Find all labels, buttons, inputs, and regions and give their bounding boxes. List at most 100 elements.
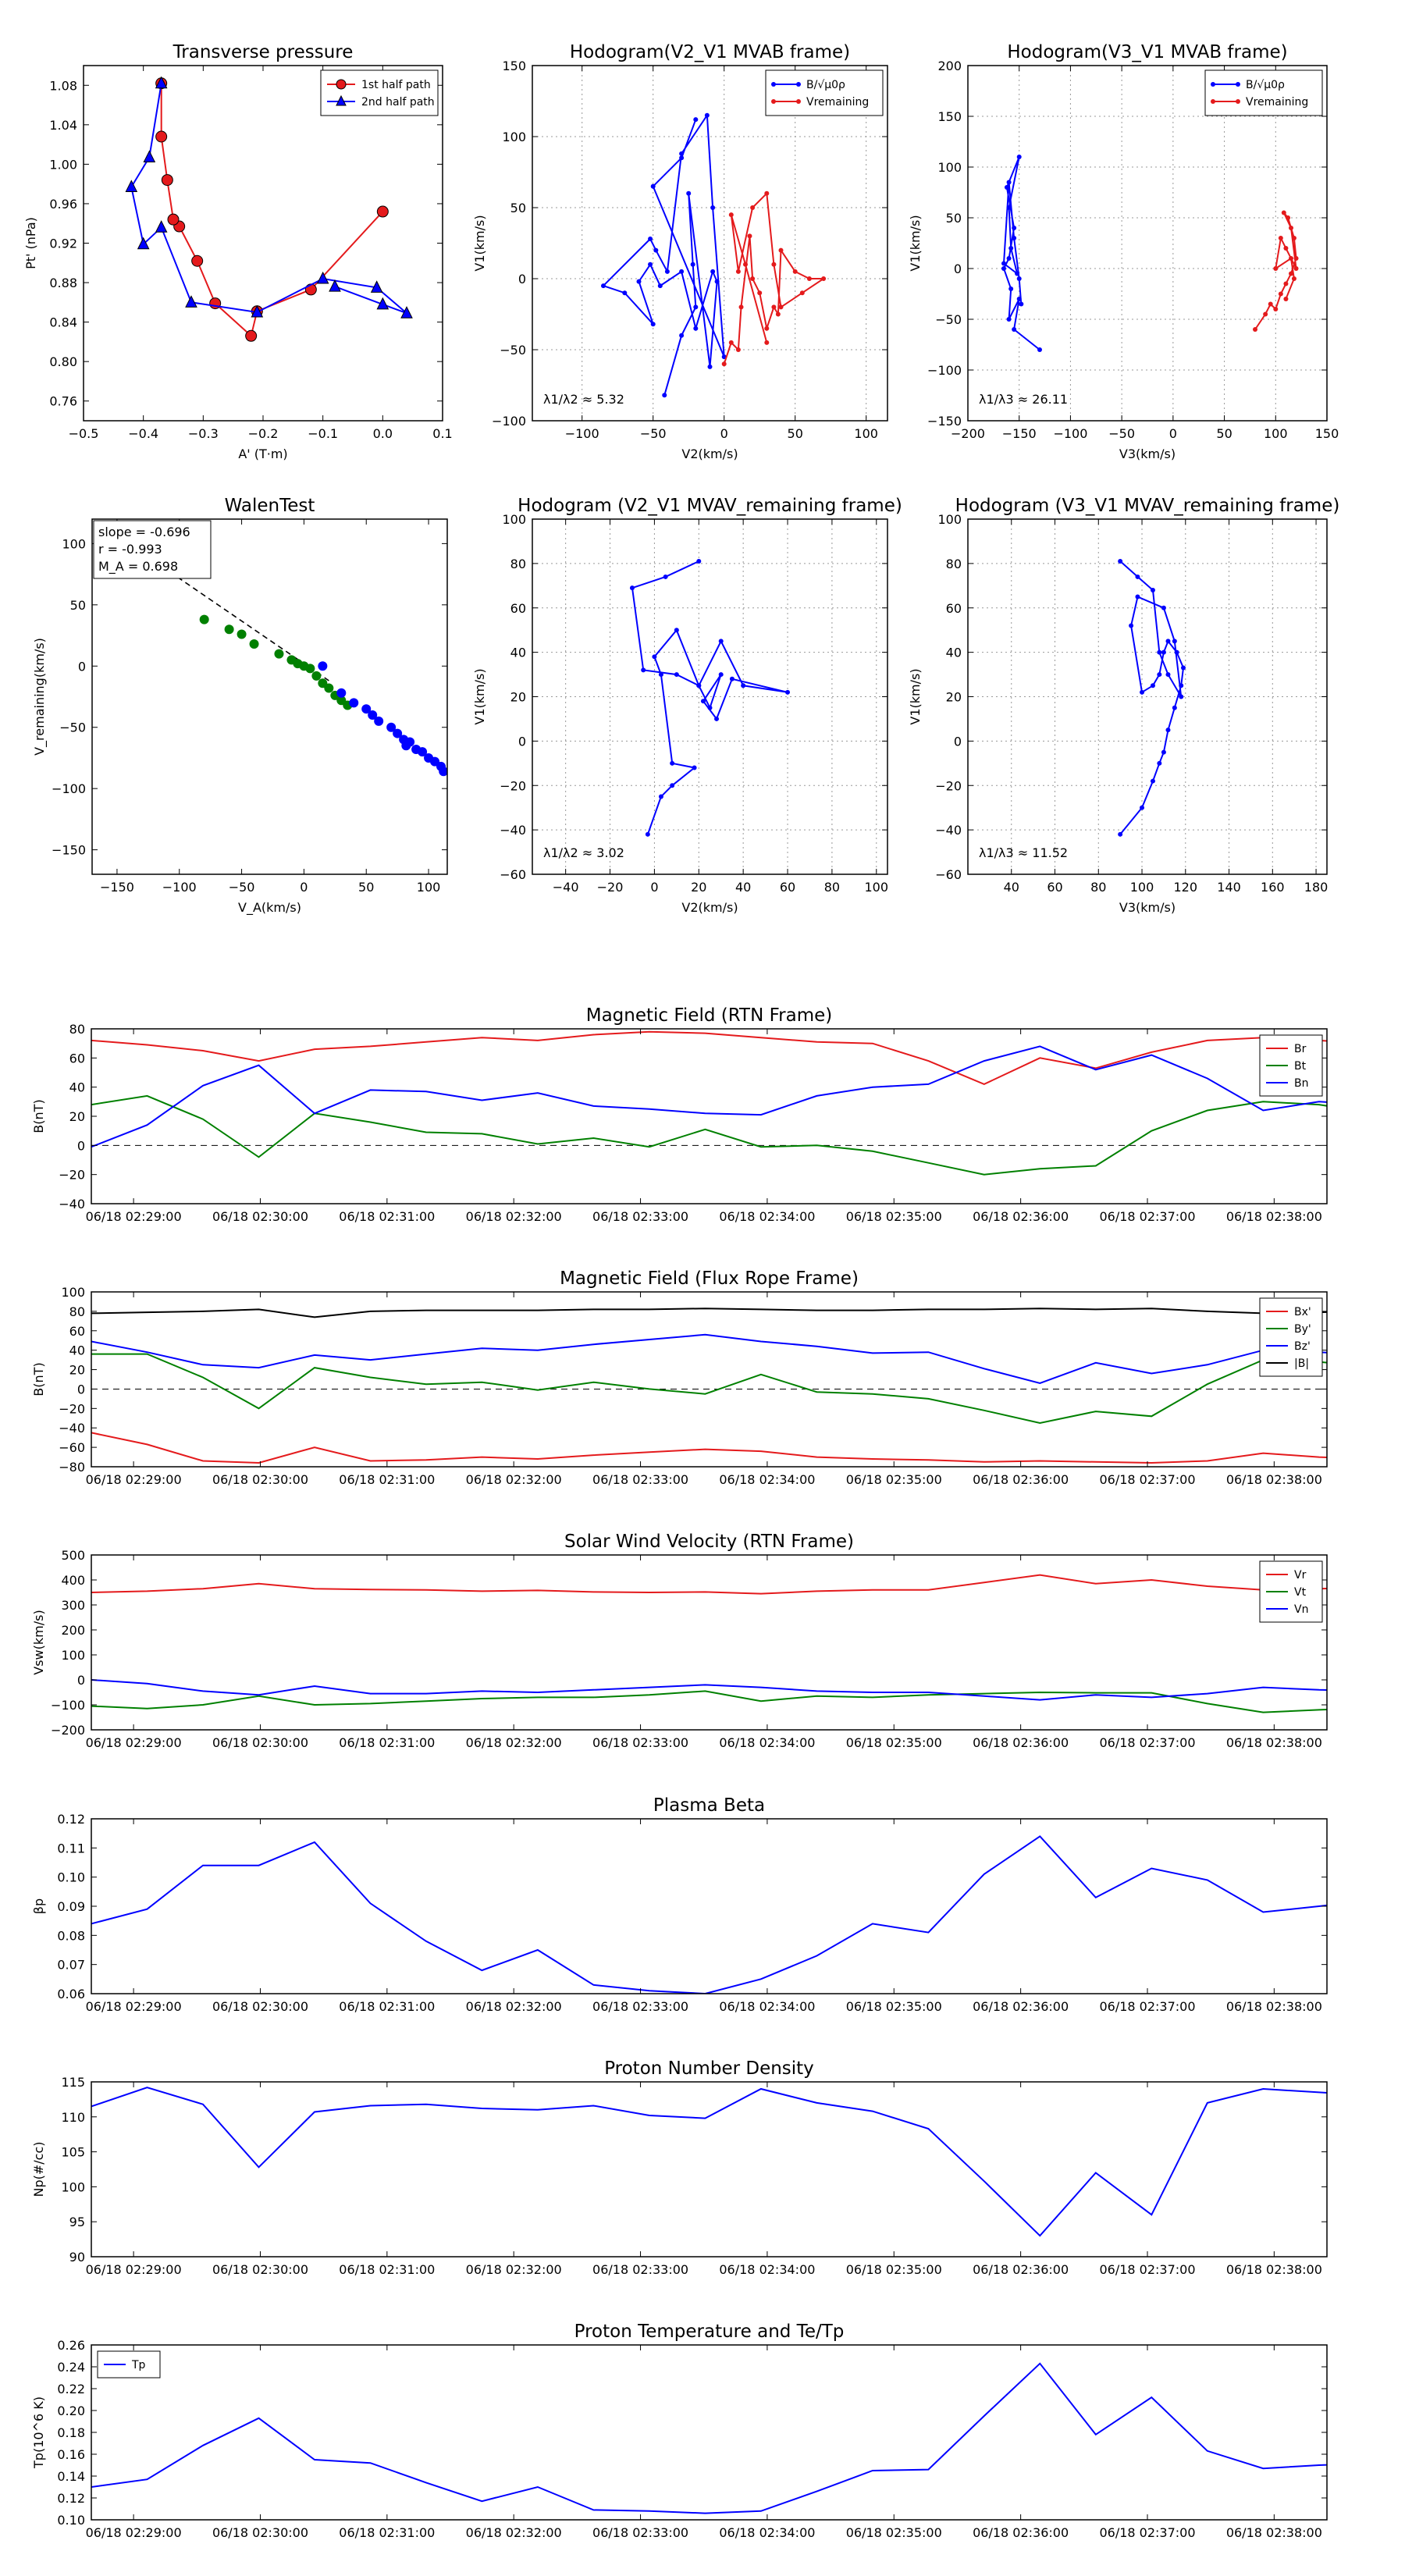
legend: Bx' By' Bz' |B| [1259,1297,1323,1377]
x-tick-label: −0.3 [188,426,219,441]
data-point [274,649,284,659]
data-point [710,269,716,274]
data-point [361,704,372,714]
data-point [1161,649,1166,655]
series-b [629,559,791,837]
y-tick-label: 0.14 [57,2469,85,2484]
x-tick-label: 06/18 02:36:00 [973,1999,1069,2014]
x-tick-label: 06/18 02:32:00 [466,2525,562,2540]
x-tick-label: −50 [1108,426,1135,441]
x-tick-label: 06/18 02:37:00 [1099,1735,1195,1750]
y-tick-label: 90 [69,2250,85,2265]
y-tick-label: 20 [69,1109,85,1124]
data-point [622,290,628,296]
x-tick-label: 120 [1174,880,1198,895]
eigenvalue-ratio: λ1/λ3 ≈ 11.52 [979,845,1068,860]
y-tick-label: 0.22 [57,2382,85,2396]
y-tick-label: 1.08 [49,78,77,93]
data-point [1253,327,1257,332]
data-point [771,262,777,267]
x-tick-label: 06/18 02:29:00 [86,1472,182,1487]
data-point [662,393,667,398]
y-tick-label: 0.08 [57,1928,85,1943]
data-point [1179,694,1184,699]
y-tick-label: 200 [61,1623,85,1638]
x-tick-label: 06/18 02:38:00 [1226,1209,1322,1224]
data-point [658,672,663,678]
y-tick-label: 60 [510,601,526,616]
chart-title: Hodogram (V2_V1 MVAV_remaining frame) [518,496,902,516]
chart-title: Plasma Beta [653,1795,765,1816]
y-tick-label: −20 [59,1401,85,1416]
data-point [349,698,359,708]
data-point [648,237,653,242]
eigenvalue-ratio: λ1/λ3 ≈ 26.11 [979,392,1068,407]
data-point [386,722,397,732]
series-bx--line [91,1432,1327,1464]
x-axis-label: A' (T·m) [238,447,287,461]
x-tick-label: 180 [1304,880,1329,895]
data-point [251,304,264,318]
data-point [1019,301,1024,307]
y-axis-label: Np(#/cc) [31,2142,46,2197]
plot-area [629,559,791,837]
data-point [629,585,635,591]
data-point [1006,317,1012,322]
data-point [663,574,668,579]
legend-label: Vr [1294,1569,1307,1582]
data-point [1140,689,1145,695]
y-tick-label: 40 [69,1080,85,1095]
y-tick-label: 0 [954,734,962,749]
x-tick-label: −150 [1002,426,1037,441]
data-point [1016,155,1022,159]
x-tick-label: 100 [1130,880,1154,895]
data-point [125,180,138,192]
data-point [778,247,784,253]
chart-title: Transverse pressure [173,42,354,62]
x-tick-label: 06/18 02:33:00 [592,1209,688,1224]
y-tick-label: 100 [937,512,962,527]
y-tick-label: 0.12 [57,1812,85,1827]
x-tick-label: 06/18 02:37:00 [1099,1472,1195,1487]
y-tick-label: 400 [61,1573,85,1588]
y-tick-label: −40 [59,1197,85,1212]
chart-title: Solar Wind Velocity (RTN Frame) [564,1532,854,1552]
data-point [728,212,734,218]
data-point [747,233,752,239]
x-tick-label: 100 [1264,426,1288,441]
data-point [155,76,168,89]
chart-title: Magnetic Field (Flux Rope Frame) [560,1268,859,1289]
x-tick-label: 06/18 02:32:00 [466,1472,562,1487]
data-point [1006,180,1012,185]
y-tick-label: −40 [59,1421,85,1436]
series-line [602,112,725,396]
y-tick-label: 60 [69,1324,85,1339]
plot-frame [91,518,448,875]
x-tick-label: −20 [597,880,624,895]
y-tick-label: 0 [77,1382,85,1397]
y-tick-label: 80 [69,1022,85,1037]
x-tick-label: 50 [358,880,374,895]
plot-frame [91,1028,1328,1204]
y-tick-label: −50 [59,720,86,735]
y-tick-label: 100 [62,536,86,551]
data-point [370,280,383,293]
plot-frame [967,518,1328,875]
y-tick-label: 0 [78,659,86,674]
data-point [636,279,642,284]
data-point [1140,805,1145,810]
data-point [1161,749,1166,755]
y-tick-label: 0.07 [57,1958,85,1973]
x-tick-label: 06/18 02:36:00 [973,2525,1069,2540]
data-point [674,672,679,678]
legend-label: Tp [131,2359,146,2371]
x-tick-label: 06/18 02:37:00 [1099,1999,1195,2014]
data-point [692,765,697,770]
data-point [775,311,781,317]
data-point [696,683,702,688]
data-point [1179,683,1184,688]
x-tick-label: 06/18 02:35:00 [846,2525,942,2540]
data-point [439,767,447,777]
data-point [650,183,656,189]
